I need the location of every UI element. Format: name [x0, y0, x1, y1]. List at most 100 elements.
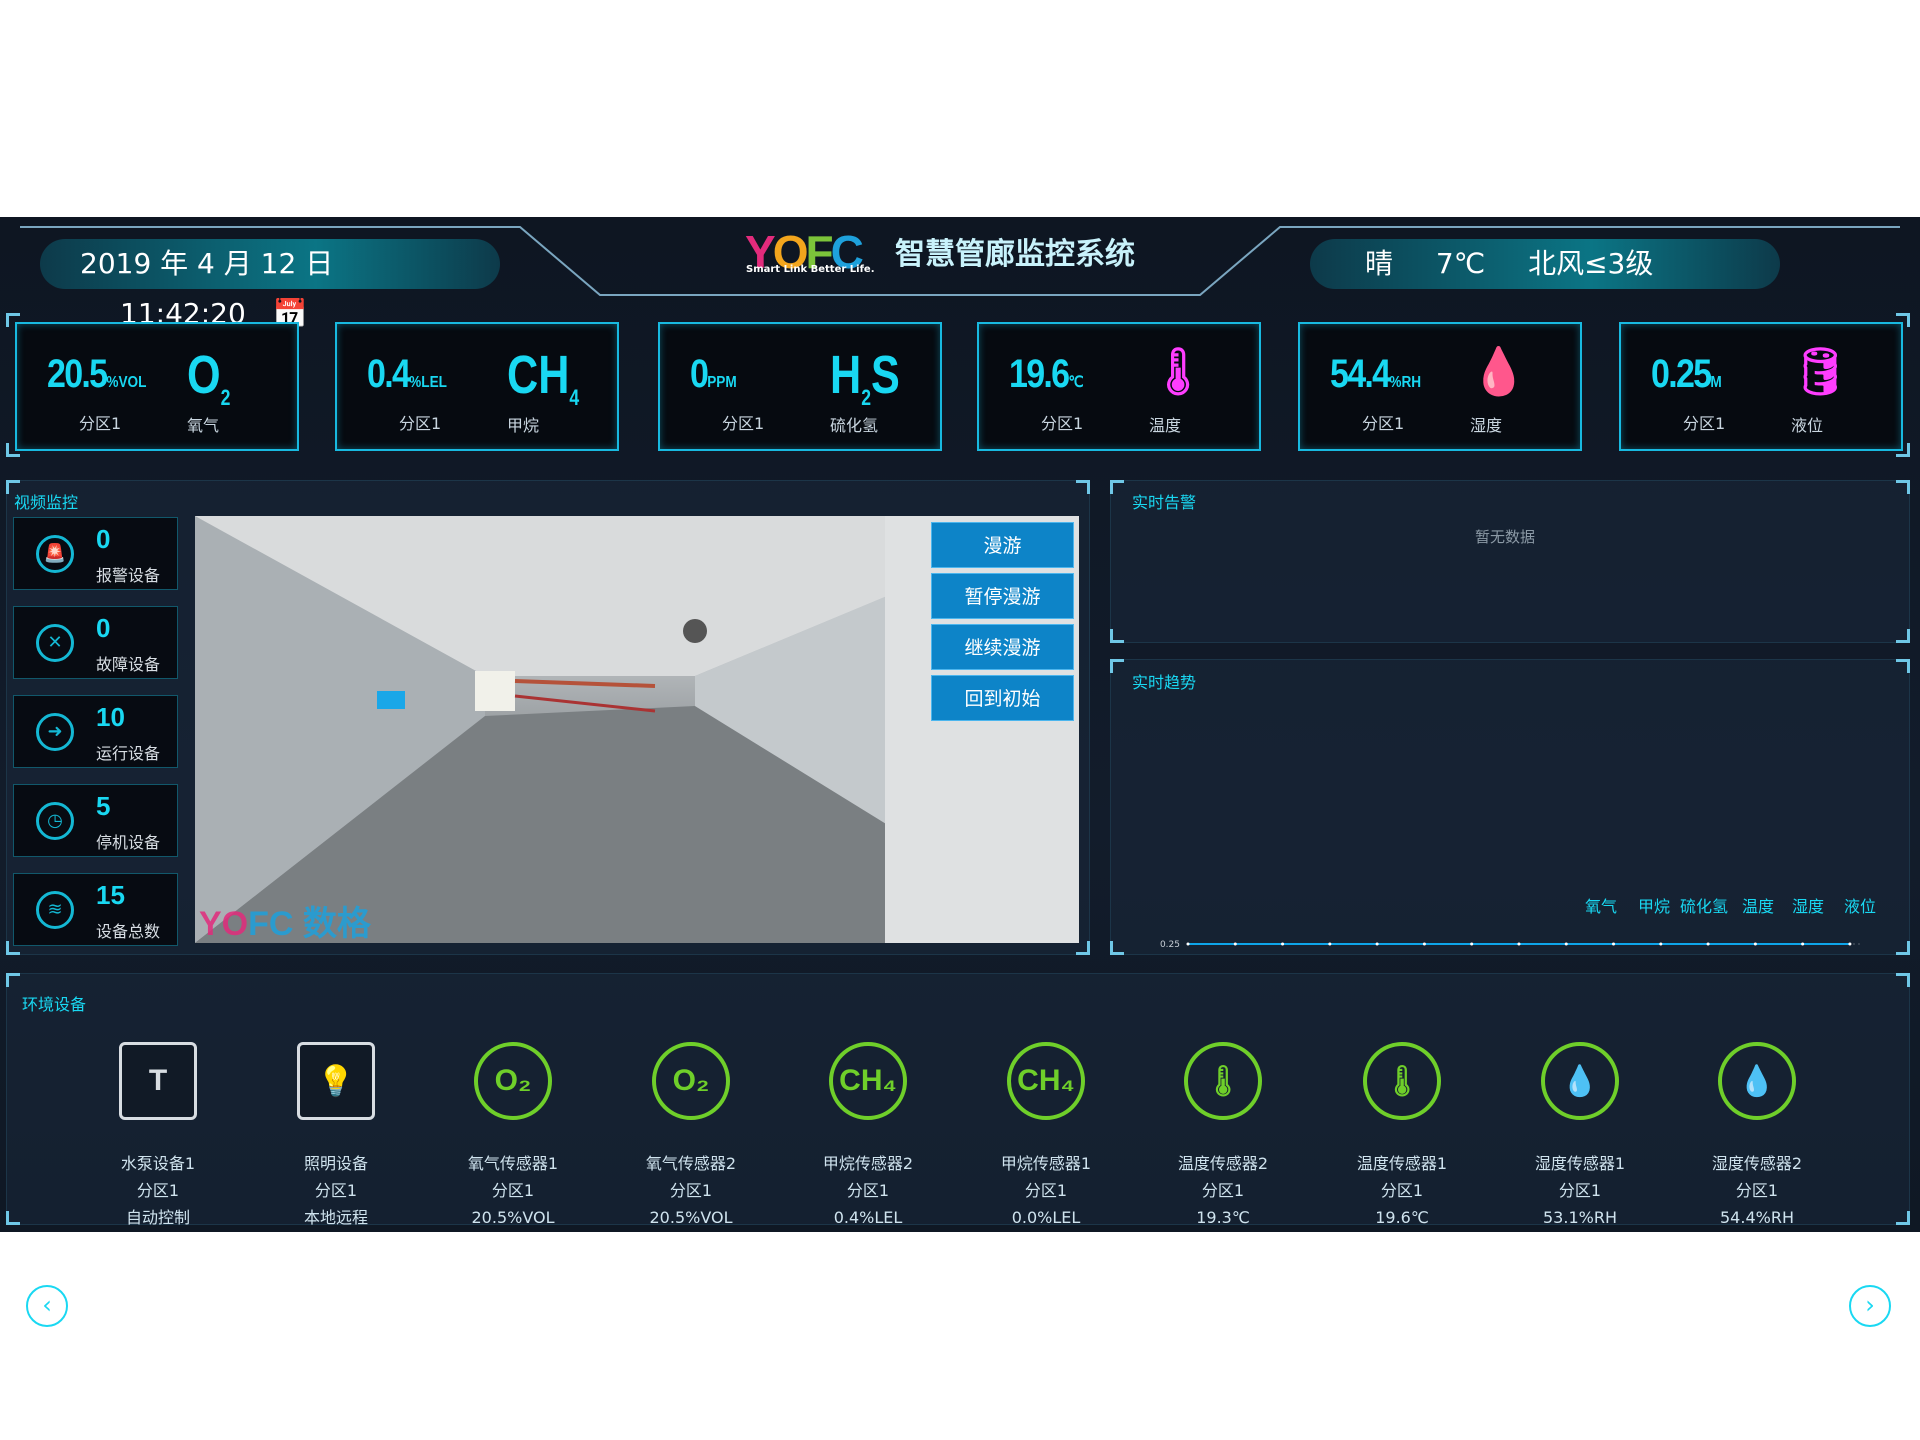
data-point [1848, 942, 1852, 946]
frame-corner [1896, 941, 1910, 955]
stat-label: 设备总数 [96, 922, 161, 941]
data-point [1328, 942, 1332, 946]
kpi-zone: 分区1 [1041, 414, 1084, 433]
frame-corner [1076, 480, 1090, 494]
kpi-zone: 分区1 [1362, 414, 1405, 433]
stat-label: 故障设备 [96, 655, 161, 674]
frame-corner [6, 1211, 20, 1225]
frame-corner [1896, 480, 1910, 494]
kpi-zone: 分区1 [399, 414, 442, 433]
data-point [1281, 942, 1285, 946]
o2-icon: O₂ [652, 1042, 730, 1120]
prev-arrow-icon[interactable]: ‹ [26, 1285, 68, 1327]
data-point [1422, 942, 1426, 946]
wind-text: 北风≤3级 [1528, 247, 1654, 280]
thermometer-icon: 🌡 [1149, 345, 1208, 397]
next-arrow-icon[interactable]: › [1849, 1285, 1891, 1327]
o2-icon: O₂ [474, 1042, 552, 1120]
alarm-empty: 暂无数据 [1475, 528, 1536, 546]
trend-tab-3[interactable]: 温度 [1742, 897, 1775, 916]
kpi-value: 0PPM [690, 352, 737, 396]
thermometer-icon: 🌡 [1363, 1042, 1441, 1120]
device-zone: 分区1 [491, 1181, 535, 1200]
env-device-1[interactable]: 💡 照明设备 分区1 本地远程 [256, 1042, 416, 1225]
data-point [1186, 942, 1190, 946]
water-drop-icon: 💧 [1541, 1042, 1619, 1120]
env-device-0[interactable]: T 水泵设备1 分区1 自动控制 [78, 1042, 238, 1225]
device-zone: 分区1 [1558, 1181, 1602, 1200]
kpi-value: 54.4%RH [1330, 352, 1422, 396]
trend-tab-4[interactable]: 湿度 [1792, 897, 1825, 916]
device-name: 湿度传感器1 [1534, 1154, 1626, 1173]
roam-button-3[interactable]: 回到初始 [931, 675, 1074, 721]
kpi-card-0: 20.5%VOL 分区1 O2 氧气 [15, 322, 299, 451]
data-point [1612, 942, 1616, 946]
stat-count: 15 [96, 880, 125, 910]
env-device-8[interactable]: 💧 湿度传感器1 分区1 53.1%RH [1500, 1042, 1660, 1225]
roam-button-0[interactable]: 漫游 [931, 522, 1074, 568]
trend-panel [1110, 659, 1910, 955]
env-device-6[interactable]: 🌡 温度传感器2 分区1 19.3℃ [1143, 1042, 1303, 1225]
data-point [1753, 942, 1757, 946]
device-status: 54.4%RH [1720, 1208, 1794, 1225]
stat-card-0[interactable]: 🚨 0 报警设备 [13, 517, 178, 590]
kpi-value: 20.5%VOL [47, 352, 147, 396]
data-point [1801, 942, 1805, 946]
device-zone: 分区1 [846, 1181, 890, 1200]
frame-corner [1110, 480, 1124, 494]
env-device-5[interactable]: CH₄ 甲烷传感器1 分区1 0.0%LEL [966, 1042, 1126, 1225]
device-status: 本地远程 [303, 1208, 368, 1225]
device-zone: 分区1 [314, 1181, 358, 1200]
ch4-icon: CH₄ [1007, 1042, 1085, 1120]
env-device-4[interactable]: CH₄ 甲烷传感器2 分区1 0.4%LEL [788, 1042, 948, 1225]
trend-tab-5[interactable]: 液位 [1844, 897, 1877, 916]
data-point [1470, 942, 1474, 946]
data-point [1564, 942, 1568, 946]
env-device-2[interactable]: O₂ 氧气传感器1 分区1 20.5%VOL [433, 1042, 593, 1225]
stat-count: 0 [96, 613, 111, 643]
device-name: 甲烷传感器2 [822, 1154, 914, 1173]
roam-button-1[interactable]: 暂停漫游 [931, 573, 1074, 619]
trend-tab-1[interactable]: 甲烷 [1638, 897, 1671, 916]
kpi-name: 硫化氢 [830, 416, 879, 435]
video-feed[interactable]: YOFC 数格 [195, 516, 1079, 943]
env-device-3[interactable]: O₂ 氧气传感器2 分区1 20.5%VOL [611, 1042, 771, 1225]
kpi-card-3: 19.6℃ 分区1 🌡 温度 [977, 322, 1261, 451]
trend-tab-2[interactable]: 硫化氢 [1680, 897, 1729, 916]
tank-level-icon: 🛢 [1791, 345, 1850, 397]
roam-button-2[interactable]: 继续漫游 [931, 624, 1074, 670]
env-device-7[interactable]: 🌡 温度传感器1 分区1 19.6℃ [1322, 1042, 1482, 1225]
ch4-icon: CH₄ [829, 1042, 907, 1120]
data-point [1659, 942, 1663, 946]
data-point [1706, 942, 1710, 946]
trend-chart: 00.050.10.150.20.2510:4210:4610:5010:541… [1160, 940, 1860, 950]
o2-icon: O2 [187, 345, 231, 410]
stat-card-2[interactable]: ➜ 10 运行设备 [13, 695, 178, 768]
device-name: 照明设备 [303, 1154, 368, 1173]
stat-card-3[interactable]: ◷ 5 停机设备 [13, 784, 178, 857]
stat-card-1[interactable]: ✕ 0 故障设备 [13, 606, 178, 679]
alarm-title: 实时告警 [1132, 493, 1197, 512]
ch4-icon: CH4 [507, 345, 580, 410]
kpi-name: 甲烷 [507, 416, 540, 435]
weather-text: 晴 [1365, 247, 1394, 280]
env-device-9[interactable]: 💧 湿度传感器2 分区1 54.4%RH [1677, 1042, 1837, 1225]
device-status: 20.5%VOL [471, 1208, 555, 1225]
alarm-panel [1110, 480, 1910, 643]
trend-title: 实时趋势 [1132, 673, 1197, 692]
tunnel-scene [195, 516, 1079, 943]
trend-tab-0[interactable]: 氧气 [1585, 897, 1618, 916]
water-drop-icon: 💧 [1470, 345, 1528, 397]
kpi-card-1: 0.4%LEL 分区1 CH4 甲烷 [335, 322, 619, 451]
device-status: 53.1%RH [1543, 1208, 1617, 1225]
device-name: 氧气传感器1 [467, 1154, 559, 1173]
frame-corner [6, 313, 20, 327]
watermark-logo: YOFC 数格 [199, 905, 371, 943]
frame-corner [1076, 941, 1090, 955]
device-name: 氧气传感器2 [645, 1154, 737, 1173]
kpi-zone: 分区1 [79, 414, 122, 433]
device-zone: 分区1 [1024, 1181, 1068, 1200]
frame-corner [1896, 443, 1910, 457]
h2s-icon: H2S [830, 345, 900, 410]
stat-card-4[interactable]: ≋ 15 设备总数 [13, 873, 178, 946]
